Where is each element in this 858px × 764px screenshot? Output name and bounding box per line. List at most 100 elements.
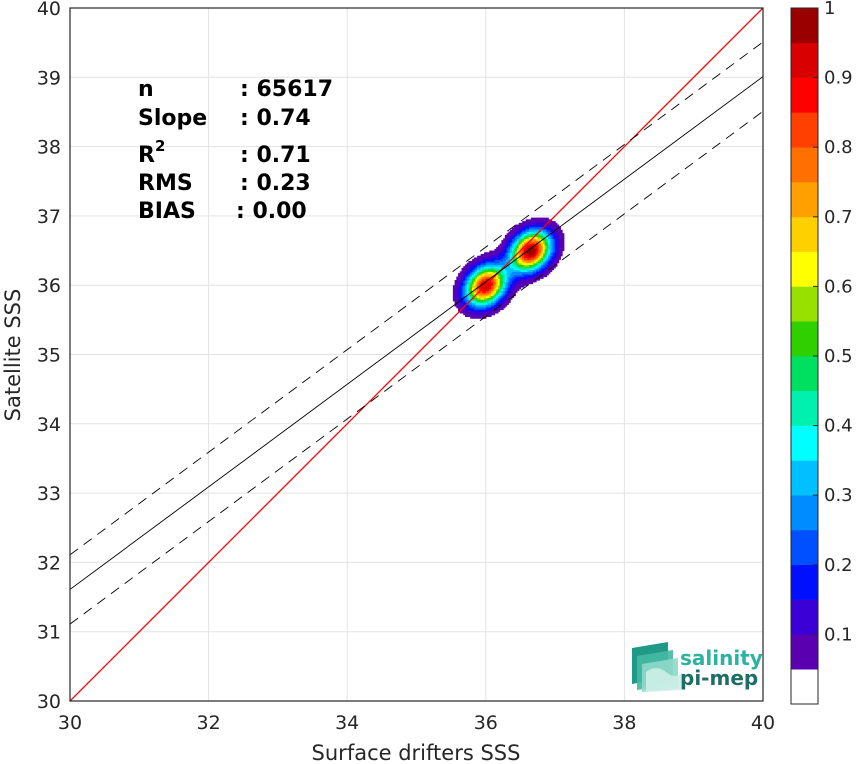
density-cell [475, 264, 478, 267]
density-cell [468, 266, 471, 269]
density-cell [485, 288, 489, 291]
density-cell [496, 271, 499, 274]
density-cell [549, 226, 553, 229]
density-cell [494, 260, 497, 264]
density-cell [487, 252, 490, 255]
density-cell [504, 302, 508, 305]
density-cell [511, 252, 515, 255]
density-cell [487, 267, 490, 271]
density-cell [492, 286, 496, 290]
density-cell [516, 273, 520, 276]
density-cell [548, 219, 551, 222]
density-cell [496, 248, 499, 252]
density-cell [546, 228, 549, 231]
density-cell [480, 255, 483, 259]
density-cell [478, 292, 482, 295]
density-cell [492, 257, 496, 260]
density-cell [511, 254, 515, 257]
density-cell [560, 247, 563, 250]
density-cell [470, 267, 473, 271]
density-cell [463, 274, 466, 278]
density-cell [478, 299, 482, 302]
density-cell [485, 254, 489, 257]
density-cell [466, 304, 470, 307]
density-cell [477, 267, 480, 271]
density-cell [511, 288, 515, 291]
density-cell [546, 255, 549, 259]
density-cell [475, 278, 478, 281]
density-cell [508, 290, 511, 293]
density-cell [473, 290, 477, 293]
density-cell [468, 264, 471, 267]
density-cell [499, 292, 502, 295]
density-cell [484, 300, 487, 304]
density-cell [480, 276, 483, 279]
density-cell [544, 267, 548, 271]
density-cell [513, 276, 516, 279]
density-cell [546, 241, 549, 245]
density-cell [539, 259, 542, 262]
density-cell [494, 290, 497, 293]
density-cell [530, 271, 534, 274]
density-cell [513, 250, 516, 253]
density-cell [463, 283, 466, 286]
density-cell [508, 247, 511, 250]
density-cell [516, 286, 520, 290]
density-cell [454, 304, 457, 307]
density-cell [539, 228, 542, 231]
density-cell [475, 288, 478, 291]
density-cell [473, 267, 477, 271]
density-cell [527, 271, 530, 274]
density-cell [478, 267, 482, 271]
density-cell [534, 266, 537, 269]
density-cell [555, 226, 558, 229]
density-cell [532, 255, 535, 259]
density-cell [497, 309, 501, 312]
density-cell [551, 245, 554, 248]
density-cell [473, 293, 477, 297]
density-cell [484, 312, 487, 316]
density-cell [463, 311, 466, 314]
density-cell [463, 293, 466, 297]
density-cell [501, 285, 504, 288]
density-cell [553, 248, 556, 252]
density-cell [541, 262, 544, 266]
density-cell [492, 304, 496, 307]
density-cell [506, 295, 509, 298]
density-cell [525, 271, 528, 274]
density-cell [465, 267, 468, 271]
density-cell [494, 286, 497, 290]
density-cell [503, 255, 506, 259]
density-cell [490, 260, 494, 264]
density-cell [522, 240, 525, 243]
density-cell [537, 255, 541, 259]
density-cell [520, 229, 523, 233]
density-cell [471, 274, 475, 278]
density-cell [461, 276, 464, 279]
density-cell [492, 295, 496, 298]
colorbar-tick-label: 0.9 [824, 68, 853, 89]
density-cell [527, 250, 530, 253]
density-cell [536, 228, 539, 231]
density-cell [558, 243, 561, 246]
density-cell [534, 219, 537, 222]
density-cell [465, 273, 468, 276]
density-cell [532, 259, 535, 262]
density-cell [492, 300, 496, 304]
density-cell [558, 257, 561, 260]
density-cell [518, 264, 522, 267]
density-cell [527, 257, 530, 260]
density-cell [471, 307, 475, 311]
density-cell [539, 247, 542, 250]
density-cell [523, 238, 527, 241]
density-cell [454, 285, 457, 288]
density-cell [548, 240, 551, 243]
colorbar-segment [791, 425, 818, 461]
density-cell [515, 288, 518, 291]
density-cell [518, 283, 522, 286]
density-cell [548, 238, 551, 241]
density-cell [523, 233, 527, 236]
density-cell [499, 286, 502, 290]
density-cell [471, 311, 475, 314]
density-cell [487, 280, 490, 283]
